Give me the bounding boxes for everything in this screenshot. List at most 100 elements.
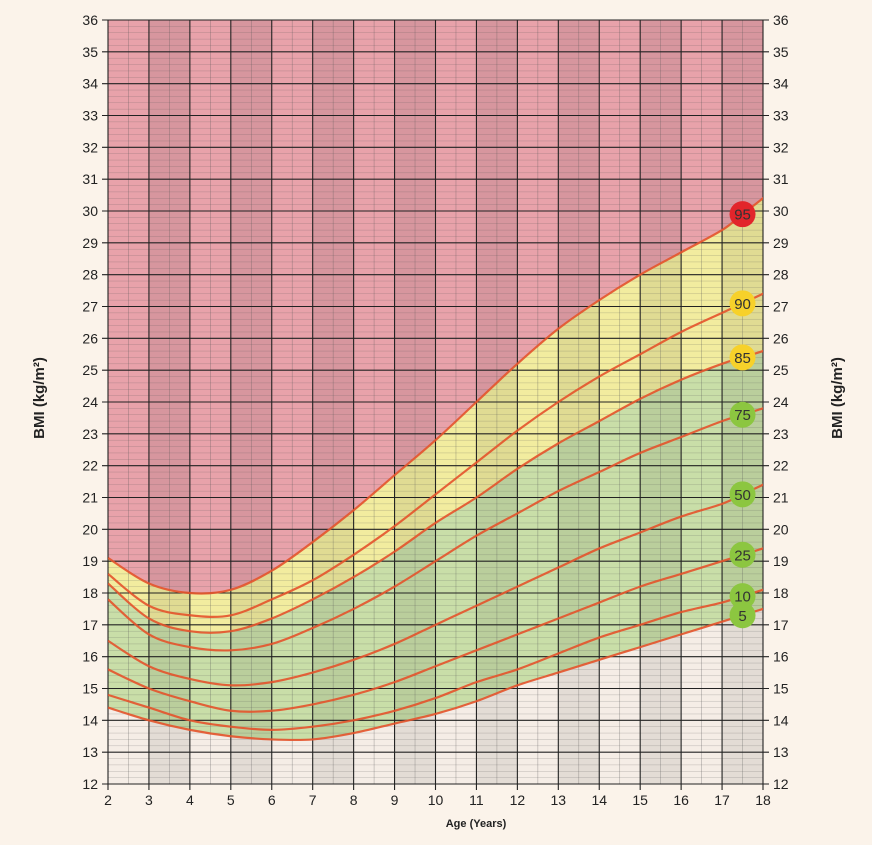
percentile-badge-label: 75 [734, 407, 751, 424]
y-tick-label-right: 12 [773, 776, 789, 792]
x-tick-label: 11 [469, 792, 484, 808]
percentile-curves [108, 196, 763, 742]
percentile-badge-75: 75 [729, 401, 756, 428]
percentile-badge-circle [729, 602, 756, 629]
y-axis-label-left: BMI (kg/m²) [31, 357, 48, 439]
x-tick-label: 16 [673, 792, 689, 808]
y-tick-label-left: 32 [82, 139, 98, 155]
y-tick-label-left: 33 [82, 108, 98, 124]
y-tick-label-right: 15 [773, 681, 789, 697]
percentile-curve-85 [108, 349, 763, 634]
y-tick-label-left: 14 [82, 712, 98, 728]
y-tick-label-left: 16 [82, 649, 98, 665]
percentile-badge-10: 10 [729, 583, 756, 610]
y-tick-label-right: 18 [773, 585, 789, 601]
y-tick-label-right: 14 [773, 712, 789, 728]
x-tick-label: 13 [551, 792, 567, 808]
y-tick-label-left: 28 [82, 267, 98, 283]
y-tick-label-left: 20 [82, 521, 98, 537]
percentile-badge-85: 85 [729, 344, 756, 371]
percentile-badge-circle [729, 481, 756, 508]
y-tick-label-right: 36 [773, 12, 789, 28]
y-tick-label-left: 31 [82, 171, 98, 187]
y-tick-label-left: 29 [82, 235, 98, 251]
y-tick-label-right: 30 [773, 203, 789, 219]
percentile-badge-25: 25 [729, 541, 756, 568]
y-tick-label-right: 28 [773, 267, 789, 283]
percentile-curve-10 [108, 588, 763, 731]
x-tick-label: 12 [510, 792, 526, 808]
y-tick-label-left: 27 [82, 299, 98, 315]
y-tick-label-left: 15 [82, 681, 98, 697]
percentile-badge-label: 85 [734, 350, 751, 367]
y-tick-label-right: 35 [773, 44, 789, 60]
x-tick-label: 2 [104, 792, 112, 808]
y-tick-label-right: 13 [773, 744, 789, 760]
percentile-badge-circle [729, 344, 756, 371]
percentile-badge-5: 5 [729, 602, 756, 629]
x-tick-label: 18 [755, 792, 771, 808]
y-tick-label-left: 36 [82, 12, 98, 28]
y-tick-label-right: 17 [773, 617, 789, 633]
x-tick-label: 6 [268, 792, 276, 808]
percentile-badge-label: 90 [734, 296, 751, 313]
x-tick-label: 7 [309, 792, 317, 808]
y-tick-label-right: 26 [773, 330, 789, 346]
y-tick-label-left: 17 [82, 617, 98, 633]
percentile-curve-90 [108, 292, 763, 618]
percentile-badge-circle [729, 583, 756, 610]
percentile-badge-circle [729, 290, 756, 317]
y-tick-label-right: 29 [773, 235, 789, 251]
y-tick-label-right: 20 [773, 521, 789, 537]
x-tick-label: 3 [145, 792, 153, 808]
y-tick-label-left: 13 [82, 744, 98, 760]
x-axis-ticks: 2 3 4 5 6 7 8 9 10 11 12 13 14 15 16 17 18 [104, 792, 771, 808]
y-tick-label-left: 25 [82, 362, 98, 378]
y-tick-label-left: 21 [82, 490, 98, 506]
x-tick-label: 8 [350, 792, 358, 808]
x-tick-label: 17 [714, 792, 730, 808]
y-tick-label-right: 16 [773, 649, 789, 665]
y-tick-label-left: 18 [82, 585, 98, 601]
y-tick-label-left: 23 [82, 426, 98, 442]
y-tick-label-left: 12 [82, 776, 98, 792]
y-tick-label-left: 19 [82, 553, 98, 569]
y-tick-label-right: 19 [773, 553, 789, 569]
percentile-badge-label: 10 [734, 589, 751, 606]
y-tick-label-left: 34 [82, 76, 98, 92]
x-tick-label: 4 [186, 792, 194, 808]
percentile-badge-circle [729, 401, 756, 428]
percentile-curve-50 [108, 483, 763, 687]
percentile-badge-label: 95 [734, 207, 751, 224]
y-tick-label-right: 25 [773, 362, 789, 378]
y-tick-label-right: 33 [773, 108, 789, 124]
y-tick-label-right: 22 [773, 458, 789, 474]
percentile-badge-circle [729, 201, 756, 228]
y-tick-label-right: 23 [773, 426, 789, 442]
percentile-badge-95: 95 [729, 201, 756, 228]
y-tick-label-right: 24 [773, 394, 789, 410]
y-tick-label-right: 34 [773, 76, 789, 92]
y-tick-label-left: 35 [82, 44, 98, 60]
y-tick-label-right: 31 [773, 171, 789, 187]
percentile-curve-95 [108, 196, 763, 595]
percentile-curve-5 [108, 607, 763, 742]
x-tick-label: 14 [591, 792, 607, 808]
y-tick-label-right: 27 [773, 299, 789, 315]
percentile-badges: 95 90 85 75 50 25 10 5 [729, 201, 756, 629]
percentile-badge-50: 50 [729, 481, 756, 508]
percentile-badge-90: 90 [729, 290, 756, 317]
percentile-curve-75 [108, 407, 763, 652]
percentile-badge-label: 50 [734, 487, 751, 504]
percentile-badge-label: 25 [734, 547, 751, 564]
y-tick-label-left: 22 [82, 458, 98, 474]
y-axis-right-ticks: 12 13 14 15 16 17 18 19 20 21 22 23 24 25 26 27 28 29 30 31… [773, 12, 789, 792]
percentile-curve-25 [108, 547, 763, 713]
y-tick-label-left: 30 [82, 203, 98, 219]
x-tick-label: 10 [428, 792, 444, 808]
x-axis-label: Age (Years) [446, 818, 507, 830]
x-tick-label: 5 [227, 792, 235, 808]
y-tick-label-right: 21 [773, 490, 789, 506]
